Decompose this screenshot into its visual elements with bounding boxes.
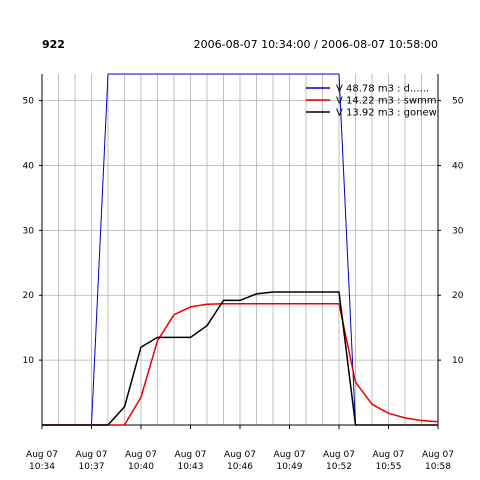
y-tick-label-left: 30 <box>23 226 35 236</box>
y-tick-label-left: 50 <box>23 97 35 107</box>
x-tick-label-date: Aug 07 <box>76 450 108 460</box>
y-tick-label-left: 40 <box>23 161 35 171</box>
y-tick-label-right: 30 <box>452 226 464 236</box>
legend-entry-2: V 14.22 m3 : swmm <box>336 96 437 107</box>
time-range-label: 2006-08-07 10:34:00 / 2006-08-07 10:58:0… <box>193 38 438 51</box>
y-tick-label-left: 10 <box>23 356 35 366</box>
x-tick-label-date: Aug 07 <box>224 450 256 460</box>
axes: 10 10 20 20 30 30 40 40 50 50 Aug 07 10:34 Aug 07 10:… <box>23 74 464 472</box>
x-tick-label-time: 10:58 <box>425 462 451 472</box>
y-tick-label-right: 40 <box>452 161 464 171</box>
x-tick-label-time: 10:55 <box>376 462 402 472</box>
series-lines <box>42 73 439 426</box>
chart-id-label: 922 <box>42 38 65 51</box>
x-tick-label-time: 10:52 <box>326 462 352 472</box>
legend-entry-1: V 48.78 m3 : d...... <box>336 84 429 95</box>
y-tick-label-right: 20 <box>452 291 464 301</box>
x-tick-label-time: 10:37 <box>79 462 105 472</box>
x-tick-label-time: 10:46 <box>227 462 253 472</box>
x-tick-label-time: 10:49 <box>277 462 303 472</box>
x-tick-label-date: Aug 07 <box>274 450 306 460</box>
x-tick-label-time: 10:34 <box>29 462 55 472</box>
x-tick-label-date: Aug 07 <box>175 450 207 460</box>
y-tick-label-right: 50 <box>452 97 464 107</box>
y-tick-label-left: 20 <box>23 291 35 301</box>
series-line-2 <box>42 302 439 426</box>
x-tick-label-date: Aug 07 <box>373 450 405 460</box>
legend-entry-3: V 13.92 m3 : gonew <box>336 108 437 119</box>
grid <box>41 74 439 425</box>
x-tick-label-date: Aug 07 <box>125 450 157 460</box>
x-tick-label-time: 10:40 <box>128 462 154 472</box>
series-line-3 <box>42 291 438 426</box>
y-tick-label-right: 10 <box>452 356 464 366</box>
x-tick-label-date: Aug 07 <box>26 450 58 460</box>
x-tick-label-date: Aug 07 <box>323 450 355 460</box>
x-tick-label-date: Aug 07 <box>422 450 454 460</box>
x-tick-label-time: 10:43 <box>178 462 204 472</box>
